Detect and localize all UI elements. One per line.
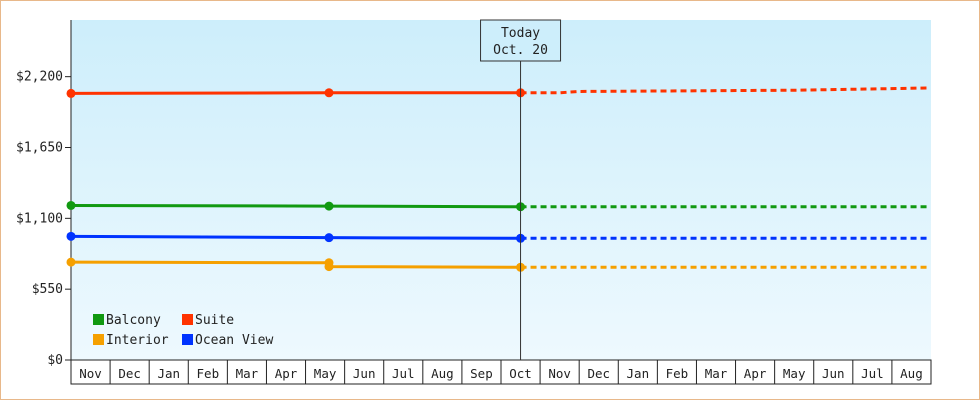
x-tick-label: Aug xyxy=(431,366,454,381)
series-suite xyxy=(66,86,928,98)
series-balcony xyxy=(66,200,928,212)
data-point xyxy=(66,200,76,210)
x-tick-label: May xyxy=(783,366,806,381)
series-layer xyxy=(66,86,928,272)
today-box xyxy=(480,19,562,62)
x-tick-label: Jan xyxy=(157,366,180,381)
x-tick-label: Sep xyxy=(470,366,493,381)
series-actual-line xyxy=(70,234,521,240)
x-tick-label: Aug xyxy=(900,366,923,381)
x-tick-label: Apr xyxy=(275,366,298,381)
series-interior xyxy=(66,257,928,272)
x-tick-label: Oct xyxy=(509,366,532,381)
x-tick-label: Nov xyxy=(79,366,102,381)
today-label: Today xyxy=(501,26,540,41)
legend-label: Suite xyxy=(195,313,234,328)
y-tick-label: $1,650 xyxy=(16,141,63,156)
today-date: Oct. 20 xyxy=(493,43,548,58)
data-point xyxy=(66,88,76,98)
x-tick-label: Jun xyxy=(822,366,845,381)
y-tick-label: $550 xyxy=(32,282,63,297)
x-tick-label: Jul xyxy=(392,366,415,381)
x-tick-label: Dec xyxy=(118,366,141,381)
series-actual-line xyxy=(70,203,521,209)
x-tick-label: Jul xyxy=(861,366,884,381)
plot-area xyxy=(71,20,931,360)
data-point xyxy=(324,88,334,98)
data-point xyxy=(66,257,76,267)
x-tick-label: Jun xyxy=(353,366,376,381)
x-tick-label: Feb xyxy=(666,366,689,381)
legend-label: Ocean View xyxy=(195,333,273,348)
legend-label: Balcony xyxy=(106,313,161,328)
x-tick-label: Nov xyxy=(548,366,571,381)
x-tick-label: May xyxy=(314,366,337,381)
x-tick-label: Feb xyxy=(197,366,220,381)
legend-swatch xyxy=(93,334,104,345)
y-tick-label: $0 xyxy=(47,353,63,368)
data-point xyxy=(324,262,334,272)
x-tick-label: Mar xyxy=(705,366,728,381)
series-forecast-line xyxy=(520,86,928,95)
x-tick-label: Apr xyxy=(744,366,767,381)
legend-label: Interior xyxy=(106,333,169,348)
legend: Balcony Suite Interior Ocean View xyxy=(93,313,273,348)
legend-swatch xyxy=(93,314,104,325)
y-tick-label: $2,200 xyxy=(16,70,63,85)
data-point xyxy=(66,231,76,241)
legend-swatch xyxy=(182,334,193,345)
x-axis: Nov Dec Jan Feb Mar Apr May Jun Jul Aug Sep Oct Nov D… xyxy=(70,359,932,385)
x-tick-label: Mar xyxy=(236,366,259,381)
legend-swatch xyxy=(182,314,193,325)
today-marker: Today Oct. 20 xyxy=(480,19,562,360)
x-tick-label: Jan xyxy=(627,366,650,381)
x-tick-label: Dec xyxy=(587,366,610,381)
y-tick-label: $1,100 xyxy=(16,211,63,226)
series-actual-line xyxy=(70,91,521,95)
data-point xyxy=(324,233,334,243)
y-axis: $0 $550 $1,100 $1,650 $2,200 xyxy=(16,20,72,368)
data-point xyxy=(324,201,334,211)
